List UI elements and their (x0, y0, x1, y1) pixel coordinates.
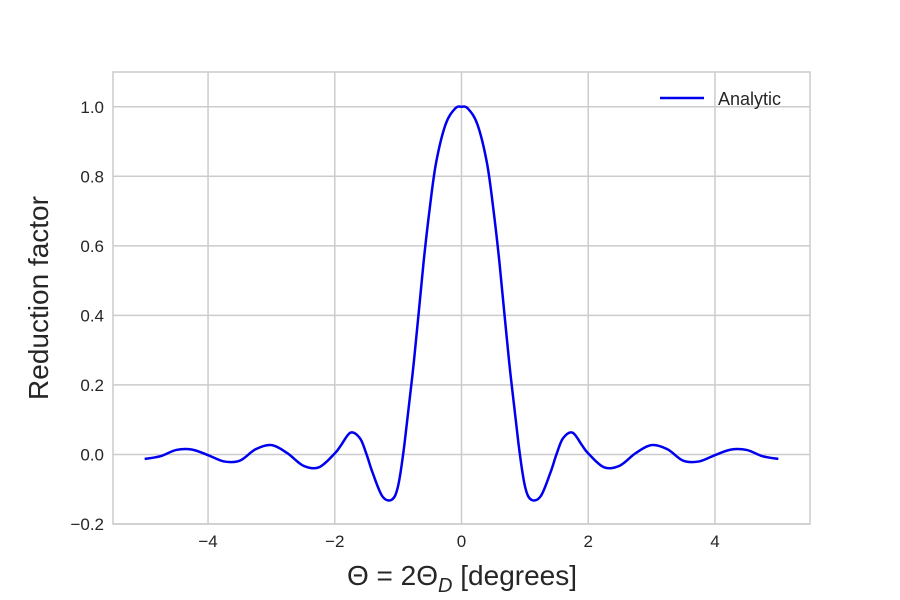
x-tick-label: −2 (325, 532, 344, 551)
x-tick-label: −4 (198, 532, 217, 551)
y-tick-label: 0.4 (80, 306, 104, 325)
x-tick-label: 0 (457, 532, 466, 551)
y-tick-label: 1.0 (80, 98, 104, 117)
y-tick-label: −0.2 (70, 515, 104, 534)
x-axis-label: Θ = 2ΘD [degrees] (347, 560, 577, 597)
y-tick-label: 0.0 (80, 445, 104, 464)
plot-frame (112, 71, 811, 525)
y-tick-label: 0.8 (80, 167, 104, 186)
x-tick-label: 2 (583, 532, 592, 551)
series-line-analytic (144, 105, 779, 502)
y-tick-label: 0.2 (80, 376, 104, 395)
x-axis-label-suffix: [degrees] (452, 560, 577, 591)
series-layer (144, 105, 779, 502)
x-tick-labels: −4 −2 0 2 4 (198, 532, 719, 551)
legend-label-analytic: Analytic (718, 89, 781, 109)
y-tick-label: 0.6 (80, 237, 104, 256)
grid (113, 72, 810, 525)
x-tick-label: 4 (710, 532, 719, 551)
x-axis-label-main: Θ = 2Θ (347, 560, 438, 591)
y-axis-label: Reduction factor (23, 196, 54, 400)
legend: Analytic (660, 89, 781, 109)
x-axis-label-subscript: D (438, 575, 452, 597)
y-tick-labels: −0.2 0.0 0.2 0.4 0.6 0.8 1.0 (70, 98, 104, 534)
